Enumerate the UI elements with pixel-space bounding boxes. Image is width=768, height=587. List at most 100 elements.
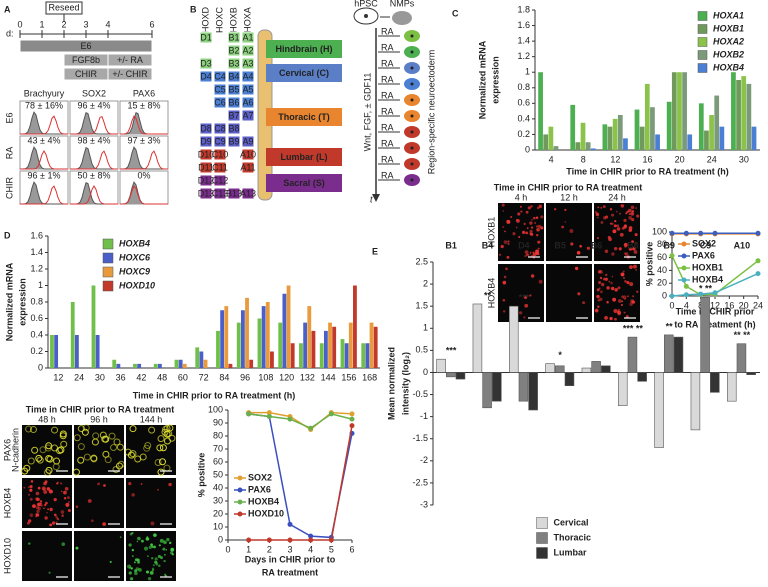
cell-signal	[611, 213, 615, 217]
cell-signal	[164, 553, 166, 556]
bar	[174, 359, 179, 368]
cell-signal	[605, 273, 608, 277]
x-tick-label: B8	[627, 240, 639, 250]
gene-label: B8	[228, 123, 239, 133]
cell-signal	[554, 208, 557, 211]
cell-signal	[153, 533, 157, 537]
y-tick-label: 0.8	[517, 82, 530, 92]
cell-signal	[29, 497, 33, 501]
x-tick-label: 156	[341, 372, 356, 382]
cell-signal	[564, 208, 567, 212]
gene-label: D3	[200, 58, 212, 68]
cell-signal	[620, 303, 623, 306]
point	[755, 271, 761, 277]
cell-signal	[621, 226, 625, 230]
flow-row: RA	[4, 147, 14, 160]
cell-signal	[525, 210, 529, 214]
cell-signal	[77, 456, 85, 464]
cell-signal	[144, 546, 149, 551]
significance: ***	[519, 293, 530, 303]
panel-letter: B	[190, 4, 197, 14]
cell-signal	[35, 513, 38, 516]
cell-signal	[147, 576, 152, 581]
cell-signal	[166, 424, 174, 432]
x-tick-label: 0	[225, 544, 230, 554]
cell-signal	[60, 490, 63, 493]
cell-signal	[154, 557, 158, 561]
cell-signal	[631, 300, 635, 304]
significance: ***	[446, 346, 457, 356]
micrograph	[546, 203, 592, 261]
histogram	[70, 150, 119, 170]
x-axis-label: Time in CHIR prior to RA treatment (h)	[133, 390, 296, 400]
legend-label: HOXB1	[713, 23, 744, 33]
gene-box	[199, 174, 213, 187]
cell-signal	[530, 232, 534, 236]
gene-label: A10	[240, 149, 256, 159]
gene-box	[227, 96, 241, 109]
point	[328, 537, 334, 543]
day-prefix: d:	[6, 28, 14, 38]
cell-signal	[165, 548, 168, 551]
point	[698, 291, 704, 297]
cell-signal	[586, 246, 591, 250]
cell-signal	[623, 243, 628, 247]
cell-signal	[611, 222, 614, 226]
panel-letter: E	[372, 246, 378, 256]
legend-label: HOXC6	[119, 252, 151, 262]
y-tick-label: 1	[38, 280, 43, 290]
cell-signal	[533, 216, 536, 220]
cell-signal	[28, 542, 31, 545]
cell-signal	[634, 241, 637, 244]
image-column: 96 h	[90, 414, 108, 424]
legend-marker	[681, 241, 687, 247]
cell-signal	[44, 503, 47, 507]
cell-signal	[620, 272, 625, 277]
point	[287, 537, 293, 543]
x-tick-label: 120	[279, 372, 294, 382]
cell-signal	[154, 560, 157, 564]
gene-label: A5	[242, 84, 253, 94]
cell-signal	[148, 545, 152, 550]
bar	[564, 372, 575, 387]
cell-signal	[532, 252, 537, 257]
cell-signal	[49, 523, 53, 527]
bar	[700, 297, 710, 373]
y-tick-label: -1	[420, 411, 428, 421]
cell-signal	[168, 482, 172, 487]
bar	[319, 343, 324, 368]
gene-label: D9	[200, 136, 212, 146]
protocol-label: +/- CHIR	[112, 69, 148, 79]
flow-column: SOX2	[82, 88, 106, 98]
cell-signal	[77, 443, 85, 451]
histogram	[120, 150, 169, 170]
cell-signal	[630, 211, 635, 216]
legend-label: PAX6	[248, 484, 271, 494]
cell-signal	[48, 489, 53, 494]
cell-signal	[45, 501, 48, 505]
image-row: HOXB1	[486, 217, 496, 248]
y-axis-label: Normalized mRNA	[477, 40, 487, 119]
legend-swatch	[536, 517, 548, 529]
y-tick-label: 80	[657, 239, 667, 249]
cell-signal	[614, 220, 617, 223]
cell-signal	[158, 544, 161, 547]
y-axis-label: Normalized mRNA	[4, 262, 14, 341]
gene-box	[241, 161, 255, 174]
gene-label: A4	[242, 71, 253, 81]
gene-box	[241, 44, 255, 57]
bar	[570, 104, 576, 150]
cell-signal	[72, 468, 80, 476]
gene-column: HOXD	[200, 7, 210, 34]
cell-signal	[617, 310, 621, 315]
x-tick-label: 72	[199, 372, 209, 382]
cell-signal	[538, 204, 542, 209]
nucleus	[410, 114, 414, 118]
cell-signal	[161, 428, 169, 436]
legend-label: HOXB2	[713, 49, 744, 59]
legend-marker	[681, 253, 687, 259]
x-tick-label: 42	[136, 372, 146, 382]
x-tick-label: 4	[684, 300, 689, 310]
cell-signal	[146, 536, 149, 538]
cell-signal	[630, 205, 635, 210]
